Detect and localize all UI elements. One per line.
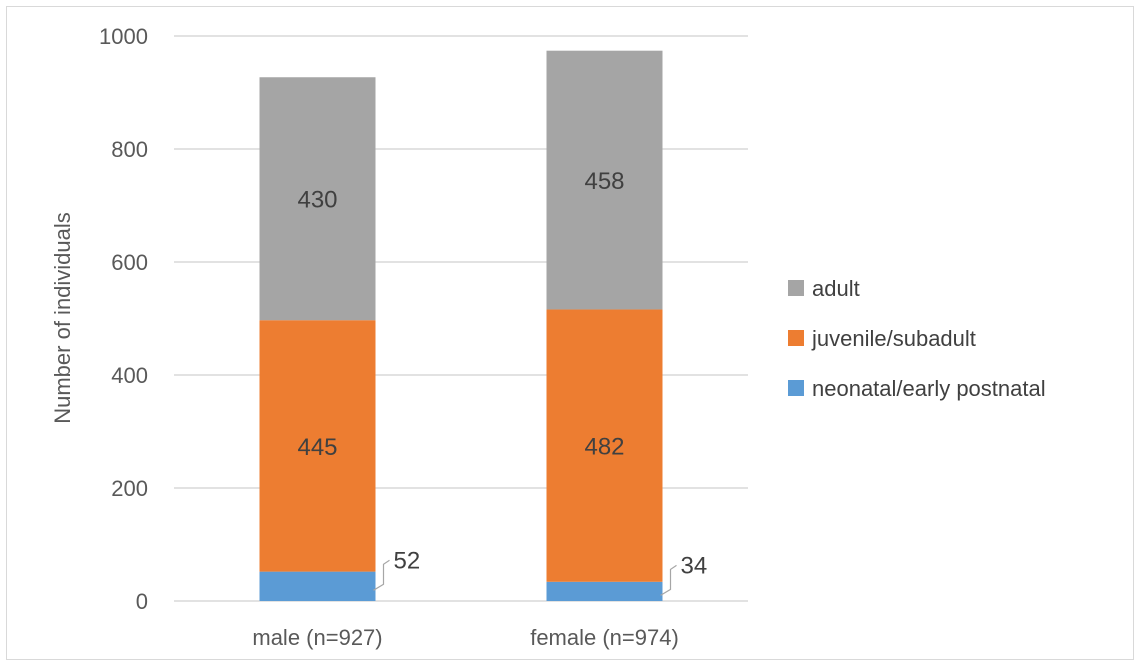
legend: adult juvenile/subadult neonatal/early pos… — [788, 276, 1046, 401]
y-tick-label-1000: 1000 — [99, 24, 148, 49]
bar-segment-1-2 — [546, 50, 663, 310]
bar-segment-1-0 — [546, 581, 663, 601]
leader-line-0 — [373, 559, 390, 591]
y-tick-label-200: 200 — [111, 476, 148, 501]
y-tick-label-400: 400 — [111, 363, 148, 388]
legend-label-0: adult — [812, 276, 860, 301]
data-label-0-1: 445 — [297, 434, 337, 461]
legend-label-1: juvenile/subadult — [811, 326, 976, 351]
data-label-1-2: 458 — [584, 168, 624, 195]
bar-segment-0-1 — [259, 320, 376, 572]
x-tick-label-1: female (n=974) — [530, 625, 679, 650]
data-label-1-0: 34 — [681, 552, 708, 579]
y-tick-label-800: 800 — [111, 137, 148, 162]
legend-swatch-0 — [788, 280, 804, 296]
y-tick-label-600: 600 — [111, 250, 148, 275]
x-axis-ticks: male (n=927) female (n=974) — [252, 625, 678, 650]
bars — [259, 50, 663, 601]
legend-swatch-2 — [788, 380, 804, 396]
data-label-0-2: 430 — [297, 187, 337, 214]
x-tick-label-0: male (n=927) — [252, 625, 382, 650]
bar-segment-1-1 — [546, 309, 663, 582]
data-label-0-0: 52 — [394, 547, 421, 574]
leader-line-1 — [660, 564, 677, 596]
y-axis-title: Number of individuals — [50, 212, 75, 424]
legend-label-2: neonatal/early postnatal — [812, 376, 1046, 401]
data-labels: 52 445 430 34 482 458 — [297, 168, 708, 596]
bar-segment-0-0 — [259, 571, 376, 601]
data-label-1-1: 482 — [584, 434, 624, 461]
bar-segment-0-2 — [259, 77, 376, 321]
legend-swatch-1 — [788, 330, 804, 346]
y-tick-label-0: 0 — [136, 589, 148, 614]
y-axis-ticks: 0 200 400 600 800 1000 — [99, 24, 148, 614]
